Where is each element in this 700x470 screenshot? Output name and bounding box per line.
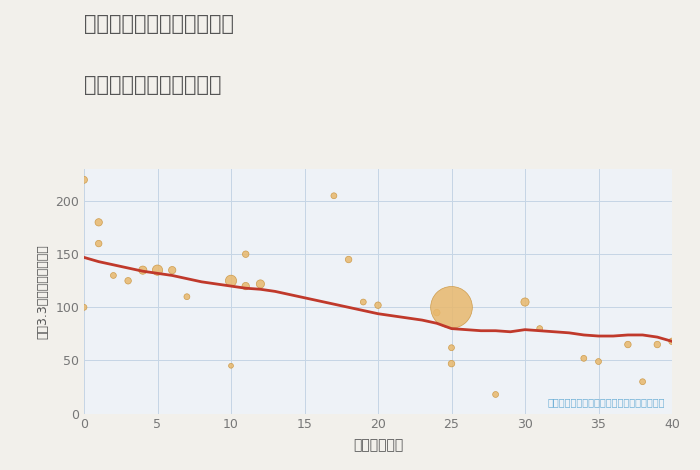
- Point: [578, 354, 589, 362]
- Point: [431, 309, 442, 316]
- Point: [446, 304, 457, 311]
- Point: [255, 280, 266, 288]
- Point: [108, 272, 119, 279]
- Point: [240, 251, 251, 258]
- Point: [137, 266, 148, 274]
- Text: 築年数別中古戸建て価格: 築年数別中古戸建て価格: [84, 75, 221, 95]
- Point: [181, 293, 193, 300]
- Y-axis label: 坪（3.3㎡）単価（万円）: 坪（3.3㎡）単価（万円）: [36, 244, 50, 339]
- Point: [167, 266, 178, 274]
- Point: [93, 219, 104, 226]
- Point: [328, 192, 339, 200]
- Point: [358, 298, 369, 306]
- Point: [225, 277, 237, 284]
- Point: [343, 256, 354, 263]
- Text: 円の大きさは、取引のあった物件面積を示す: 円の大きさは、取引のあった物件面積を示す: [547, 397, 665, 407]
- Point: [225, 362, 237, 369]
- Point: [637, 378, 648, 385]
- Point: [519, 298, 531, 306]
- Point: [593, 358, 604, 365]
- Point: [446, 360, 457, 368]
- Point: [652, 341, 663, 348]
- Point: [490, 391, 501, 398]
- Point: [93, 240, 104, 247]
- Point: [122, 277, 134, 284]
- Point: [152, 266, 163, 274]
- Point: [622, 341, 634, 348]
- Point: [240, 282, 251, 290]
- X-axis label: 築年数（年）: 築年数（年）: [353, 439, 403, 453]
- Point: [78, 304, 90, 311]
- Point: [534, 325, 545, 332]
- Point: [78, 176, 90, 184]
- Point: [372, 301, 384, 309]
- Point: [666, 337, 678, 345]
- Text: 兵庫県西宮市山口町中野の: 兵庫県西宮市山口町中野の: [84, 14, 234, 34]
- Point: [446, 344, 457, 352]
